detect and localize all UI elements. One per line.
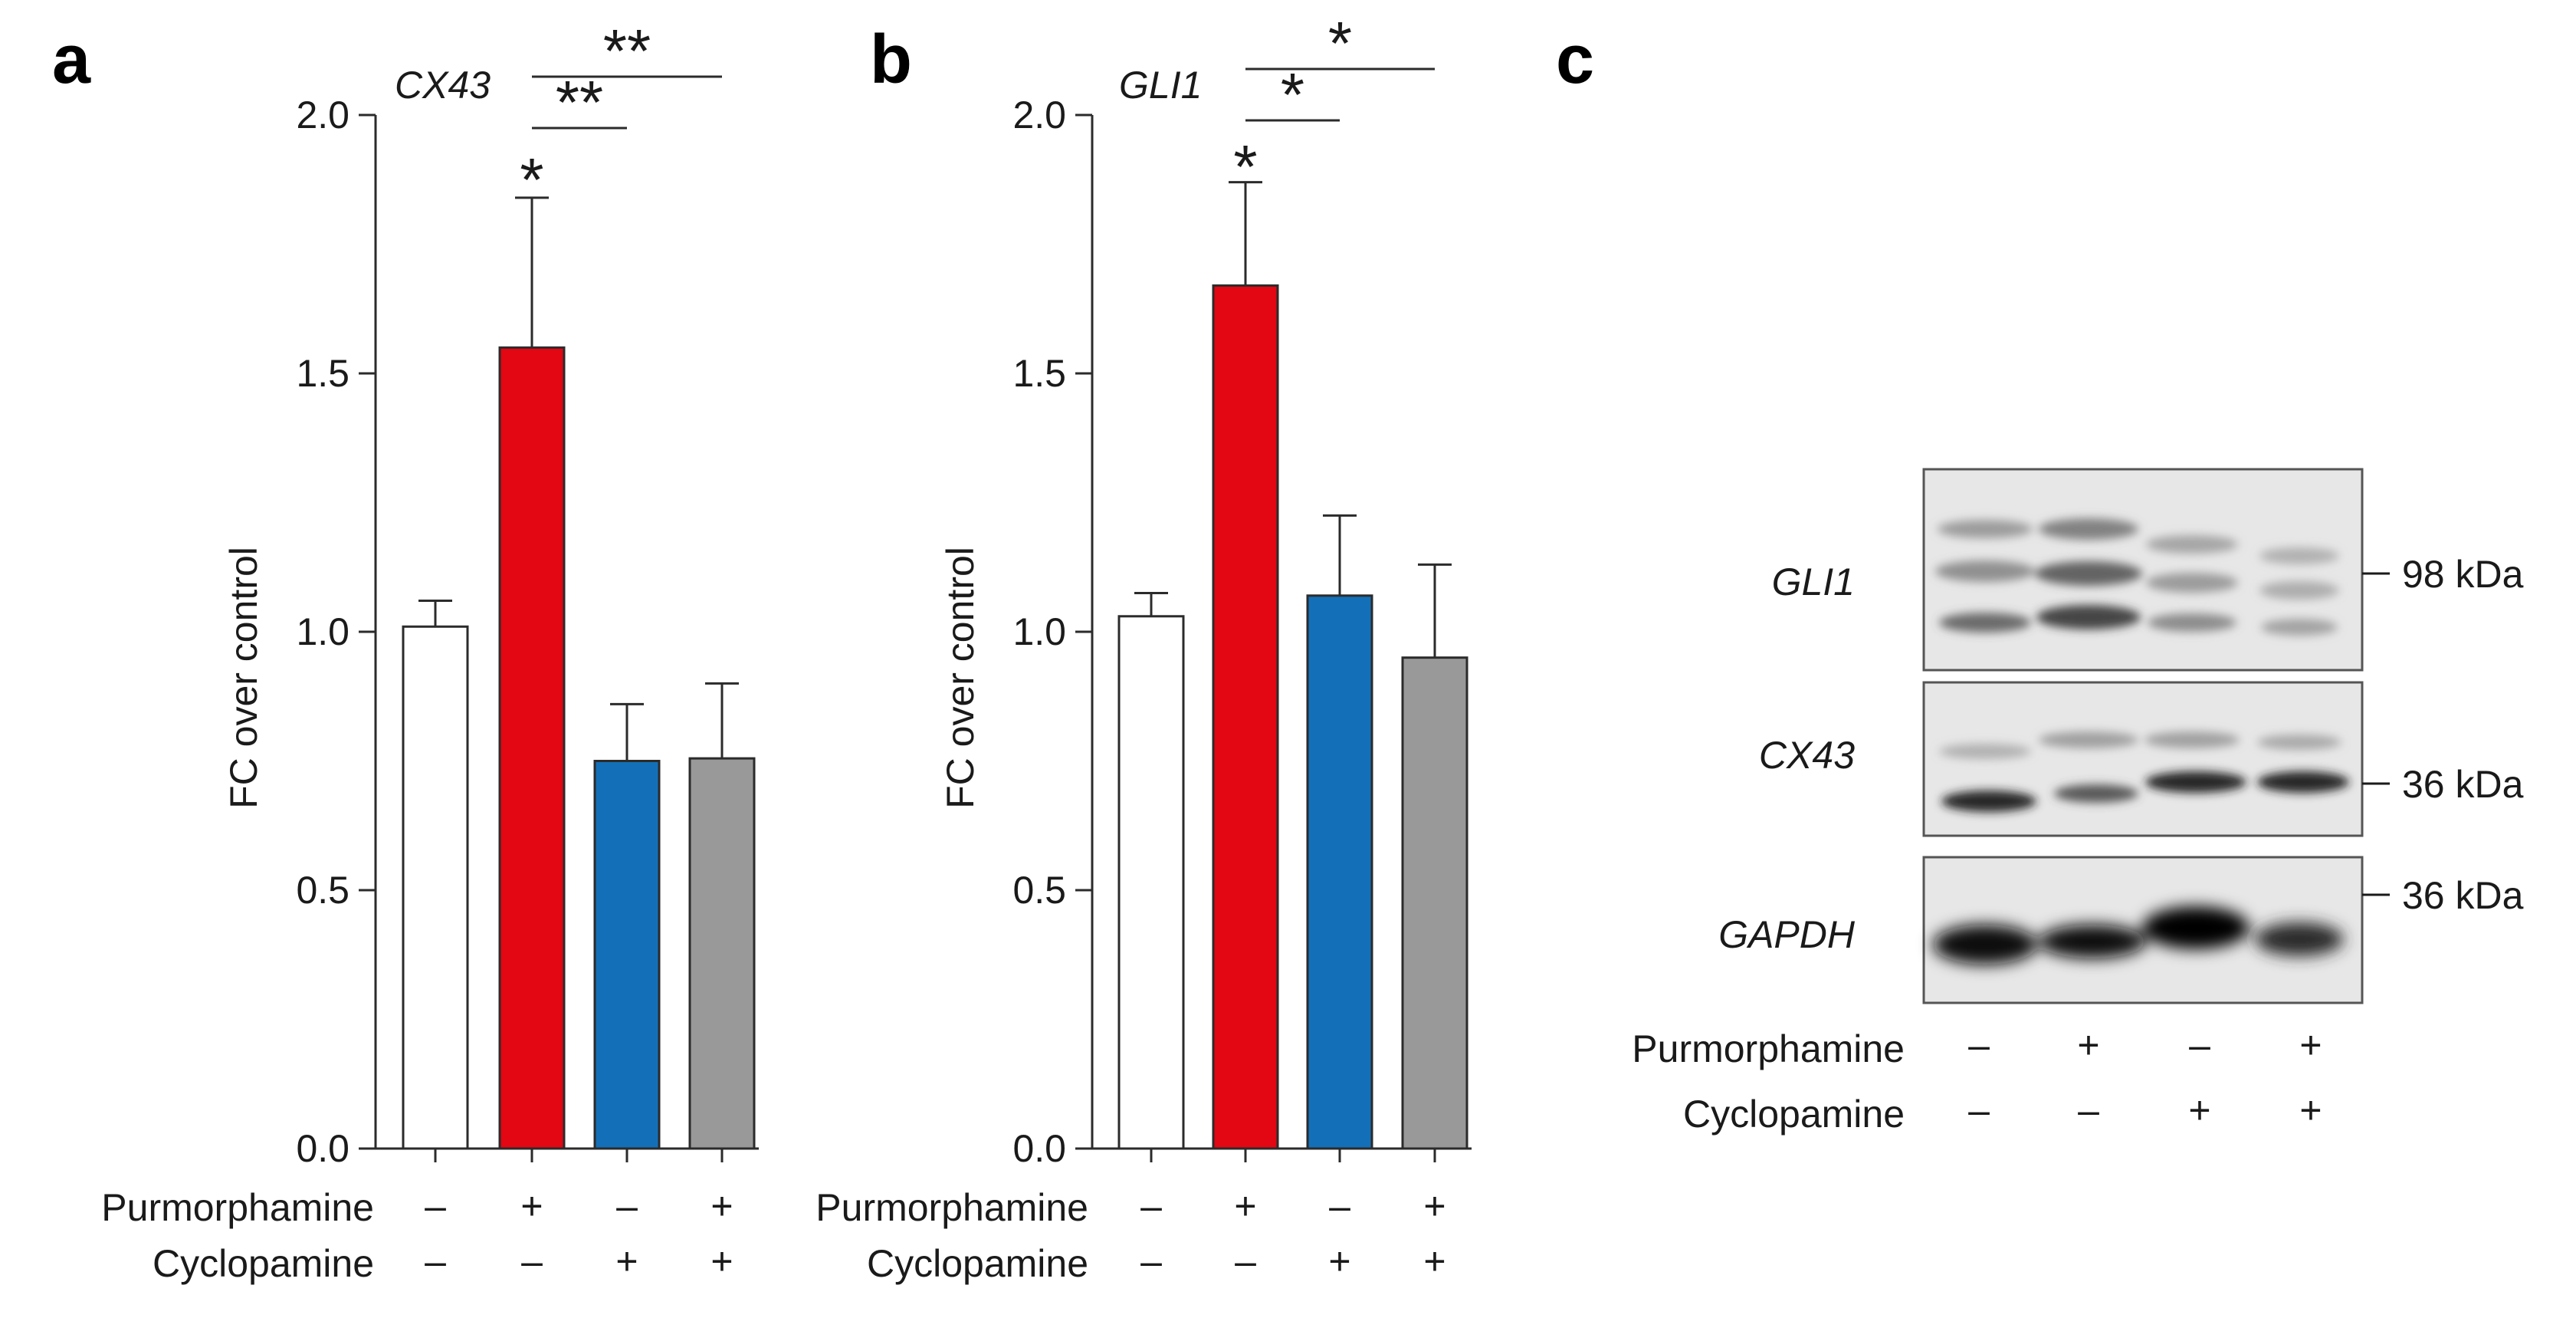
chart-b-significance: * * * [1233, 9, 1435, 201]
chart-a: CX43 FC over control 0.00.51.01.52.0 ***… [101, 17, 759, 1285]
blot-gli1-bands [1935, 518, 2339, 636]
chart-a-treatments: Purmorphamine – + – + Cyclopamine – – + + [101, 1185, 733, 1285]
chart-a-ylabel: FC over control [222, 547, 265, 809]
chart-a-y-axis: 0.0 0.5 1.0 1.5 2.0 [296, 94, 759, 1170]
chart-b-title: GLI1 [1119, 64, 1202, 107]
y-tick-label: 0.0 [1012, 1127, 1066, 1170]
y-tick-label: 0.5 [296, 869, 349, 912]
blot-sign-purmorphamine-4: + [2299, 1024, 2322, 1067]
significance-bracket-label: * [1281, 61, 1304, 129]
treatment-sign: – [1140, 1240, 1162, 1283]
bar [1212, 284, 1279, 1150]
bar [593, 760, 661, 1150]
treatment-sign: + [710, 1240, 733, 1283]
treatment-row-label: Cyclopamine [153, 1242, 374, 1285]
western-blot: GLI1 CX43 GAPDH 98 kDa 36 kDa 36 kDa Pur… [1632, 468, 2524, 1136]
y-tick-label: 1.5 [1012, 352, 1066, 395]
treatment-sign: + [520, 1185, 543, 1228]
blot-sign-cyclopamine-2: – [2078, 1089, 2099, 1132]
bar [1401, 656, 1468, 1150]
blot-protein-gapdh: GAPDH [1718, 913, 1856, 956]
chart-b-ylabel: FC over control [939, 547, 982, 809]
treatment-sign: – [1329, 1185, 1350, 1228]
chart-a-title: CX43 [395, 64, 491, 107]
y-tick-label: 1.5 [296, 352, 349, 395]
treatment-sign: + [1423, 1240, 1446, 1283]
blot-sign-purmorphamine-2: + [2077, 1024, 2099, 1067]
significance-bracket-label: * [1328, 9, 1352, 77]
treatment-row-label: Purmorphamine [815, 1186, 1088, 1229]
marker-label-gapdh: 36 kDa [2402, 874, 2524, 917]
treatment-sign: + [1423, 1185, 1446, 1228]
blot-sign-cyclopamine-3: + [2188, 1089, 2210, 1132]
bar [1306, 594, 1373, 1150]
blot-row-label-purmorphamine: Purmorphamine [1632, 1027, 1905, 1070]
bar [688, 757, 756, 1150]
marker-label-gli1: 98 kDa [2402, 553, 2524, 596]
y-tick-label: 1.0 [1012, 610, 1066, 653]
blot-sign-purmorphamine-1: – [1968, 1024, 1990, 1067]
chart-b-bars [1117, 181, 1468, 1150]
treatment-sign: – [521, 1240, 543, 1283]
y-tick-label: 1.0 [296, 610, 349, 653]
treatment-sign: – [425, 1240, 446, 1283]
bar [498, 346, 566, 1150]
blot-gapdh-bands [1933, 906, 2344, 965]
treatment-sign: + [615, 1240, 638, 1283]
chart-b-treatments: Purmorphamine – + – + Cyclopamine – – + + [815, 1185, 1446, 1285]
blot-protein-gli1: GLI1 [1772, 560, 1855, 603]
y-tick-label: 2.0 [1012, 94, 1066, 136]
blot-sign-cyclopamine-4: + [2299, 1089, 2322, 1132]
chart-b: GLI1 FC over control 0.00.51.01.52.0 ***… [815, 9, 1472, 1285]
y-tick-label: 0.5 [1012, 869, 1066, 912]
significance-star: * [1233, 133, 1257, 201]
bar [1117, 615, 1185, 1150]
treatment-sign: – [616, 1185, 638, 1228]
significance-star: * [520, 146, 543, 214]
blot-sign-purmorphamine-3: – [2189, 1024, 2210, 1067]
blot-cx43-box [1922, 681, 2364, 837]
treatment-row-label: Cyclopamine [867, 1242, 1088, 1285]
significance-bracket-label: ** [556, 68, 603, 136]
bar [402, 625, 469, 1150]
panel-b-letter: b [870, 21, 912, 98]
treatment-sign: – [425, 1185, 446, 1228]
blot-cx43-bands [1939, 731, 2349, 812]
treatment-sign: + [1328, 1240, 1350, 1283]
panel-a-letter: a [52, 21, 91, 98]
treatment-row-label: Purmorphamine [101, 1186, 374, 1229]
panel-c-letter: c [1556, 21, 1594, 98]
treatment-sign: + [710, 1185, 733, 1228]
blot-row-label-cyclopamine: Cyclopamine [1683, 1093, 1905, 1136]
significance-bracket-label: ** [603, 17, 651, 85]
y-tick-label: 0.0 [296, 1127, 349, 1170]
treatment-sign: – [1235, 1240, 1256, 1283]
blot-protein-cx43: CX43 [1759, 734, 1855, 777]
treatment-sign: – [1140, 1185, 1162, 1228]
chart-a-bars [402, 196, 756, 1150]
y-tick-label: 2.0 [296, 94, 349, 136]
marker-label-cx43: 36 kDa [2402, 763, 2524, 806]
blot-sign-cyclopamine-1: – [1968, 1089, 1990, 1132]
treatment-sign: + [1234, 1185, 1256, 1228]
chart-a-significance: ***** [520, 17, 722, 214]
